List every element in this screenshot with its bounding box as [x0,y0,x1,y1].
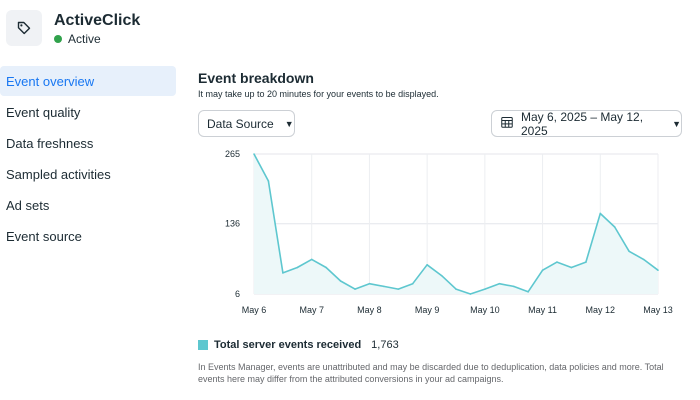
sidebar: Event overview Event quality Data freshn… [0,66,176,252]
app-header: ActiveClick Active [6,10,140,46]
x-tick-label: May 11 [528,305,557,315]
date-range-label: May 6, 2025 – May 12, 2025 [521,109,644,138]
data-point [484,288,486,290]
x-tick-label: May 12 [586,305,616,315]
data-point [325,266,327,269]
data-point [657,269,659,272]
status-label: Active [68,31,101,46]
y-tick-label: 136 [225,219,240,229]
data-point [628,250,630,253]
data-source-dropdown[interactable]: Data Source ▼ [198,110,295,137]
data-point [541,269,544,272]
data-point [339,280,342,282]
data-point [512,285,515,288]
sidebar-item-data-freshness[interactable]: Data freshness [6,135,94,151]
data-point [498,282,501,285]
sidebar-item-sampled-activities[interactable]: Sampled activities [6,166,111,182]
x-tick-label: May 6 [242,305,267,315]
data-point [556,261,558,263]
legend-label: Total server events received [214,339,362,351]
page-title: Event breakdown [198,70,314,86]
sidebar-item-ad-sets[interactable]: Ad sets [6,197,50,213]
main-panel: Event breakdown It may take up to 20 min… [198,70,688,138]
data-point [411,282,414,285]
page-subtitle: It may take up to 20 minutes for your ev… [198,89,439,99]
chart-legend: Total server events received 1,763 [198,339,399,351]
data-point [426,264,428,266]
data-point [613,226,616,228]
y-tick-label: 265 [225,149,240,159]
x-tick-label: May 13 [643,305,673,315]
data-point [267,180,270,182]
data-point [296,266,299,269]
data-point [585,261,587,263]
status-badge: Active [54,32,140,46]
data-point [368,282,371,285]
series-area [254,154,658,294]
app-title: ActiveClick [54,11,141,29]
data-point [253,153,255,155]
data-point [354,288,356,290]
data-point [383,285,385,288]
caret-down-icon: ▼ [284,118,294,129]
data-source-label: Data Source [207,116,274,131]
y-tick-label: 6 [235,289,240,299]
data-point [642,258,645,261]
caret-down-icon: ▼ [672,118,681,129]
data-point [469,293,472,295]
x-tick-label: May 10 [470,305,500,315]
footnote: In Events Manager, events are unattribut… [198,362,664,384]
data-point [310,258,313,261]
data-point [282,272,284,274]
data-point [570,266,573,269]
sidebar-item-event-source[interactable]: Event source [6,228,82,244]
x-tick-label: May 9 [415,305,440,315]
date-range-picker[interactable]: May 6, 2025 – May 12, 2025 ▼ [491,109,682,138]
data-point [455,288,457,290]
data-point [599,212,602,215]
sidebar-item-event-quality[interactable]: Event quality [6,104,81,120]
tag-icon [6,10,42,46]
status-dot-icon [54,34,62,43]
data-point [397,288,400,290]
legend-swatch [198,340,208,350]
calendar-icon [501,116,513,131]
x-tick-label: May 8 [357,305,382,315]
sidebar-item-event-overview[interactable]: Event overview [0,66,176,96]
x-tick-label: May 7 [299,305,324,315]
legend-total: 1,763 [371,339,399,351]
data-point [440,274,443,277]
data-point [527,291,529,293]
